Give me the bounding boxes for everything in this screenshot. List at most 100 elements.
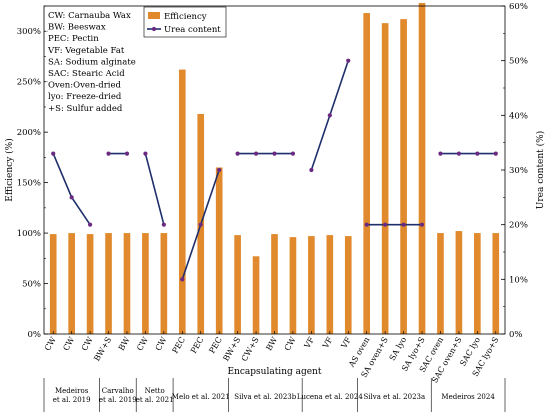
group-label: et al. 2019 (99, 396, 137, 404)
x-tick-label: BW+S (92, 336, 113, 363)
urea-point (290, 151, 296, 156)
x-tick-label: PEC (189, 336, 205, 356)
y-tick-label: 100% (17, 229, 41, 239)
y2-tick-label: 10% (509, 275, 528, 285)
urea-point (475, 151, 480, 156)
efficiency-bar (289, 237, 297, 334)
group-label: Carvalho (102, 387, 134, 395)
efficiency-bar (474, 233, 481, 334)
bars-layer (49, 2, 500, 335)
efficiency-bar (215, 167, 223, 334)
efficiency-bar (455, 231, 463, 334)
x-tick-label: CW (61, 335, 76, 353)
urea-point (161, 222, 166, 227)
group-label: Melo et al. 2021 (172, 393, 230, 401)
y2-tick-label: 40% (509, 111, 528, 121)
x-tick-label: PEC (207, 336, 223, 356)
y-tick-label: 250% (17, 78, 41, 88)
urea-point (346, 58, 351, 63)
efficiency-bar (160, 233, 168, 334)
efficiency-bar (363, 13, 371, 335)
abbreviation-item: CW: Carnauba Wax (48, 11, 131, 21)
x-tick-label: CW (283, 335, 298, 353)
urea-point (272, 151, 277, 156)
y2-tick-label: 20% (509, 221, 528, 231)
abbreviation-item: SA: Sodium alginate (48, 57, 136, 67)
urea-point (419, 222, 425, 227)
urea-point (217, 167, 222, 173)
y2-tick-label: 60% (509, 2, 528, 12)
urea-point (88, 222, 93, 227)
legend-efficiency-swatch (148, 12, 160, 19)
urea-point (124, 151, 130, 156)
urea-point (456, 151, 461, 156)
group-label: et al. 2019 (53, 396, 91, 404)
efficiency-bar (381, 23, 389, 335)
urea-point (198, 222, 203, 227)
y-tick-label: 300% (17, 27, 41, 37)
y2-axis-title: Urea content (%) (535, 131, 546, 210)
efficiency-bar (437, 233, 444, 334)
group-label: Netto (145, 387, 165, 395)
urea-point (364, 222, 369, 227)
urea-point (235, 151, 240, 156)
x-tick-label: CW (154, 335, 169, 353)
group-label: Lucena et al. 2024 (297, 393, 364, 401)
efficiency-bar (178, 69, 186, 334)
urea-point (493, 151, 498, 156)
y-tick-label: 0% (28, 330, 42, 340)
efficiency-bar (492, 233, 500, 334)
legend-urea-marker (151, 26, 157, 32)
abbreviation-item: Oven:Oven-dried (48, 81, 122, 91)
abbreviation-item: +S: Sulfur added (48, 104, 123, 114)
abbreviations-background (46, 8, 150, 117)
x-tick-label: BW (264, 335, 279, 352)
x-tick-label: VF (339, 335, 353, 351)
x-tick-label: CW (80, 335, 95, 353)
x-tick-label: VF (321, 335, 335, 351)
urea-point (69, 195, 74, 200)
efficiency-bar (49, 234, 57, 334)
group-label: et al. 2021 (136, 396, 174, 404)
y-tick-label: 50% (22, 280, 41, 290)
y-tick-label: 150% (17, 179, 41, 189)
x-tick-label: CW+S (240, 336, 261, 363)
efficiency-bar (68, 233, 75, 334)
abbreviation-item: PEC: Pectin (48, 34, 99, 44)
urea-point (383, 222, 388, 227)
efficiency-bar (418, 2, 426, 334)
efficiency-bar (252, 256, 260, 334)
legend-efficiency-label: Efficiency (164, 12, 207, 22)
urea-point (106, 151, 111, 156)
legend: Efficiency Urea content (143, 6, 227, 38)
urea-point (401, 222, 406, 227)
urea-point (180, 277, 185, 282)
abbreviation-item: VF: Vegetable Fat (47, 46, 125, 56)
urea-lines-layer (51, 58, 498, 282)
urea-point (51, 151, 56, 156)
urea-line (144, 153, 165, 225)
y2-tick-label: 50% (509, 57, 528, 67)
x-tick-label: BW (117, 335, 132, 352)
urea-point (143, 151, 148, 156)
axes-layer (43, 5, 506, 412)
x-tick-label: PEC (171, 336, 187, 356)
urea-point (309, 167, 314, 173)
abbreviation-item: BW: Beeswax (48, 23, 106, 33)
urea-point (438, 151, 443, 156)
y2-tick-label: 30% (509, 166, 528, 176)
x-tick-label: VF (302, 335, 316, 351)
group-label: Silva et al. 2023a (364, 393, 426, 401)
efficiency-bar (400, 19, 407, 335)
efficiency-bar (326, 235, 334, 334)
abbreviation-item: lyo: Freeze-dried (48, 92, 122, 102)
efficiency-bar (344, 236, 352, 334)
y2-tick-label: 0% (509, 330, 523, 340)
group-label: Silva et al. 2023b (234, 393, 296, 401)
abbreviation-item: SAC: Stearic Acid (48, 69, 125, 79)
urea-point (327, 113, 332, 118)
group-label: Medeiros 2024 (441, 393, 495, 401)
